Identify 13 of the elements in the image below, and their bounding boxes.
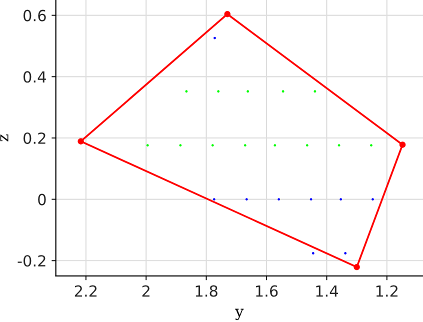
x-axis-title: y [235,308,244,320]
y-axis-title: z [0,134,8,142]
y-tick-label: -0.2 [18,255,46,267]
y-tick-label: 0 [38,194,46,206]
y-tick-label: 0.2 [24,132,46,144]
x-tick-label: 2 [142,285,150,297]
x-tick-label: 1.6 [256,285,278,297]
y-tick-label: 0.4 [24,71,46,83]
x-tick-label: 2.2 [74,285,97,297]
y-tick-label: 0.6 [24,10,46,22]
x-tick-label: 1.8 [196,285,218,297]
x-tick-label: 1.4 [316,285,338,297]
x-tick-label: 1.2 [376,285,398,297]
